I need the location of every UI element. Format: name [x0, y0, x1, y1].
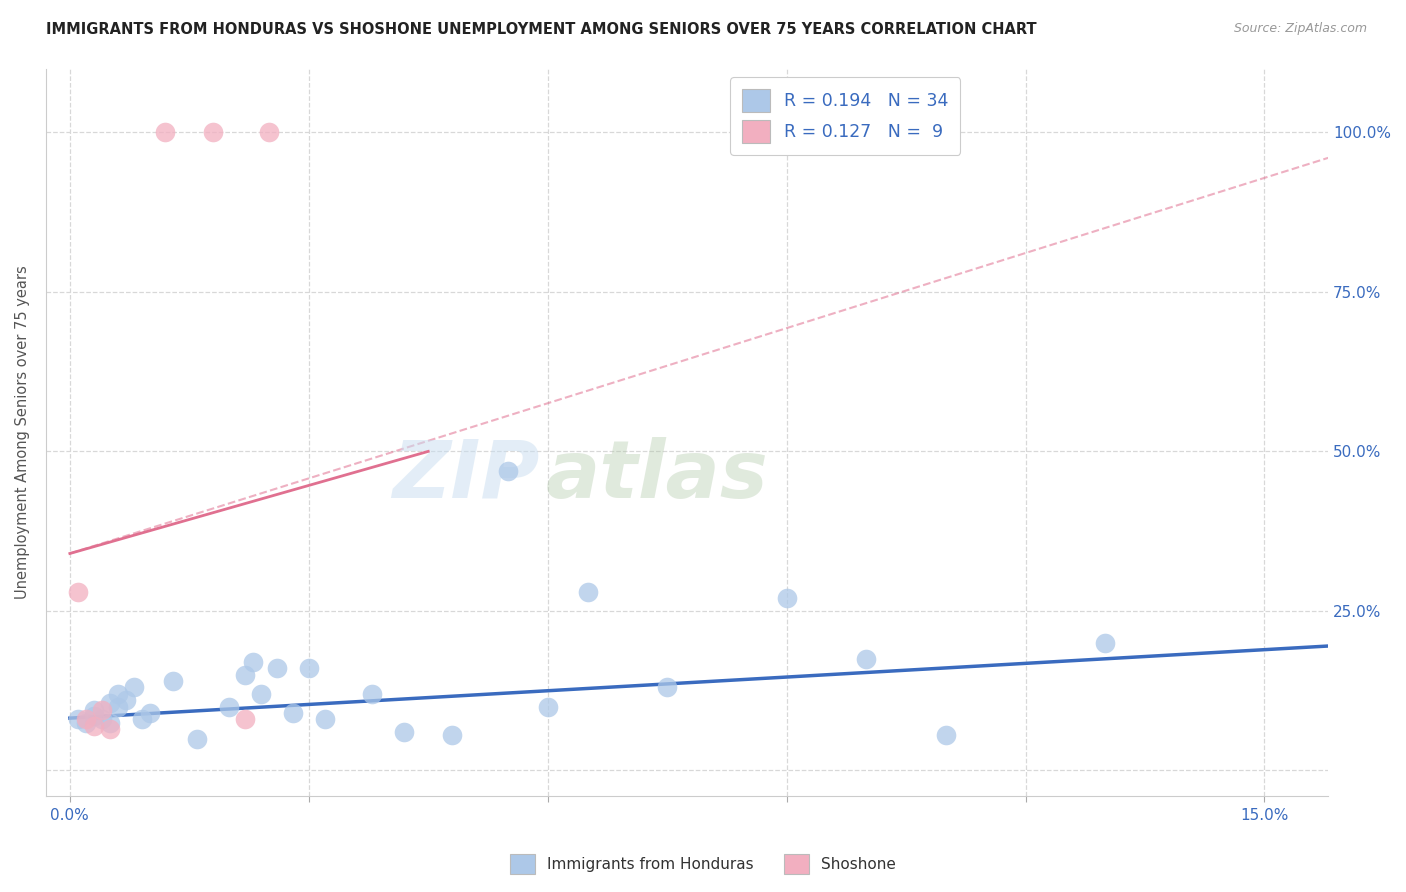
Point [1094, 636, 1116, 650]
Point [98, 715, 121, 730]
Point [98, 722, 121, 736]
Point [66, 584, 89, 599]
Text: ZIP: ZIP [392, 437, 540, 515]
Point [233, 713, 256, 727]
Point [202, 125, 225, 139]
Point [162, 674, 184, 689]
Point [935, 728, 957, 742]
Point [537, 699, 560, 714]
Point [131, 713, 153, 727]
Point [75, 713, 97, 727]
Y-axis label: Unemployment Among Seniors over 75 years: Unemployment Among Seniors over 75 years [15, 266, 30, 599]
Point [242, 655, 264, 669]
Point [122, 681, 145, 695]
Point [90, 703, 112, 717]
Legend: R = 0.194   N = 34, R = 0.127   N =  9: R = 0.194 N = 34, R = 0.127 N = 9 [730, 78, 960, 155]
Point [186, 731, 208, 746]
Point [107, 687, 129, 701]
Point [257, 125, 280, 139]
Point [83, 719, 105, 733]
Text: IMMIGRANTS FROM HONDURAS VS SHOSHONE UNEMPLOYMENT AMONG SENIORS OVER 75 YEARS CO: IMMIGRANTS FROM HONDURAS VS SHOSHONE UNE… [46, 22, 1038, 37]
Point [314, 713, 336, 727]
Point [138, 706, 160, 720]
Point [66, 713, 89, 727]
Point [218, 699, 240, 714]
Point [496, 464, 519, 478]
Point [655, 681, 678, 695]
Point [83, 709, 105, 723]
Text: Source: ZipAtlas.com: Source: ZipAtlas.com [1233, 22, 1367, 36]
Point [107, 699, 129, 714]
Point [281, 706, 304, 720]
Point [250, 687, 273, 701]
Point [114, 693, 136, 707]
Point [855, 652, 877, 666]
Point [576, 584, 599, 599]
Point [155, 125, 177, 139]
Point [233, 667, 256, 681]
Text: atlas: atlas [546, 437, 769, 515]
Legend: Immigrants from Honduras, Shoshone: Immigrants from Honduras, Shoshone [505, 848, 901, 880]
Point [83, 703, 105, 717]
Point [90, 713, 112, 727]
Point [266, 661, 288, 675]
Point [775, 591, 797, 606]
Point [75, 715, 97, 730]
Point [361, 687, 384, 701]
Point [394, 725, 416, 739]
Point [98, 697, 121, 711]
Point [298, 661, 321, 675]
Point [441, 728, 464, 742]
